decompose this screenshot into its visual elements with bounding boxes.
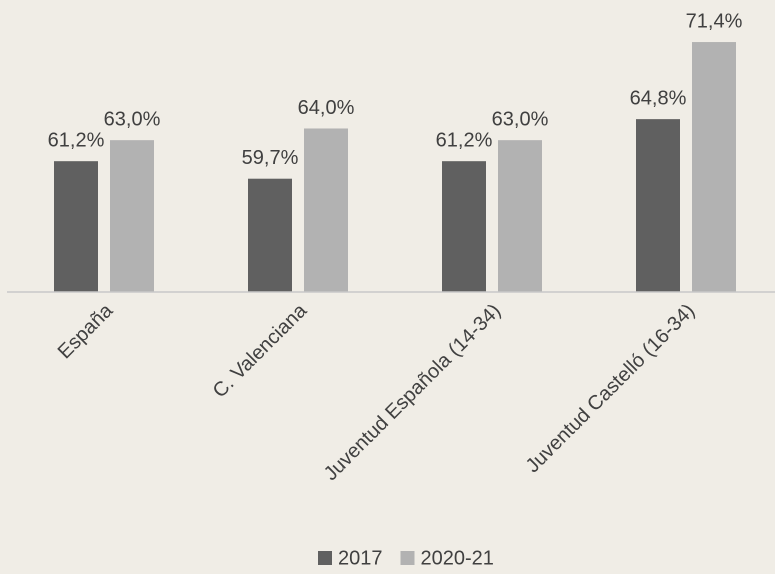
legend-label: 2017 bbox=[338, 547, 383, 569]
bar bbox=[304, 128, 348, 292]
bar bbox=[636, 119, 680, 292]
legend-swatch bbox=[400, 551, 415, 565]
bar bbox=[442, 161, 486, 292]
legend-swatch bbox=[318, 551, 332, 565]
legend-label: 2020-21 bbox=[421, 547, 494, 569]
bar bbox=[248, 178, 292, 292]
x-tick-label: Juventud Española (14-34) bbox=[320, 300, 505, 485]
x-tick-label: Juventud Castelló (16-34) bbox=[522, 300, 699, 477]
x-tick-label: España bbox=[54, 299, 118, 363]
value-label: 63,0% bbox=[104, 108, 161, 130]
value-label: 64,0% bbox=[298, 97, 355, 119]
value-label: 61,2% bbox=[436, 129, 493, 151]
value-label: 64,8% bbox=[630, 87, 687, 109]
value-label: 71,4% bbox=[686, 10, 743, 32]
bar bbox=[692, 42, 736, 292]
bar bbox=[54, 161, 98, 292]
bar bbox=[498, 140, 542, 292]
value-label: 59,7% bbox=[242, 147, 299, 169]
value-label: 61,2% bbox=[48, 129, 105, 151]
x-tick-label: C. Valenciana bbox=[209, 299, 312, 402]
value-label: 63,0% bbox=[492, 108, 549, 130]
bar bbox=[110, 140, 154, 292]
